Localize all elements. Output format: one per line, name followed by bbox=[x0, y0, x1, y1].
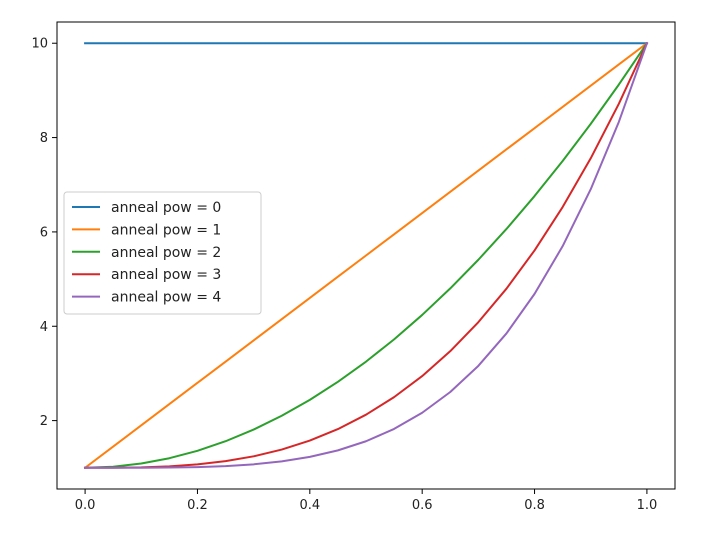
x-tick-label: 0.2 bbox=[187, 498, 208, 513]
series-line-pow-1 bbox=[83, 41, 649, 470]
x-tick-label: 0.0 bbox=[75, 498, 96, 513]
y-axis: 2 4 6 8 10 bbox=[31, 37, 57, 429]
legend-label-pow-4: anneal pow = 4 bbox=[111, 290, 221, 306]
y-tick-label: 6 bbox=[40, 225, 48, 240]
series-line-pow-4 bbox=[84, 41, 649, 469]
legend-label-pow-2: anneal pow = 2 bbox=[111, 245, 221, 261]
y-tick-label: 8 bbox=[40, 131, 48, 146]
series-line-pow-2 bbox=[84, 41, 649, 469]
x-tick-label: 0.4 bbox=[299, 498, 320, 513]
legend-label-pow-1: anneal pow = 1 bbox=[111, 222, 221, 238]
legend: anneal pow = 0 anneal pow = 1 anneal pow =… bbox=[63, 191, 262, 315]
y-tick-label: 2 bbox=[40, 414, 48, 429]
series-layer bbox=[83, 41, 649, 470]
legend-label-pow-0: anneal pow = 0 bbox=[111, 200, 221, 216]
series-line-pow-3 bbox=[84, 41, 649, 469]
x-tick-label: 0.6 bbox=[412, 498, 433, 513]
y-tick-label: 4 bbox=[40, 320, 48, 335]
x-tick-label: 0.8 bbox=[524, 498, 545, 513]
y-tick-label: 10 bbox=[31, 37, 48, 52]
legend-label-pow-3: anneal pow = 3 bbox=[111, 267, 221, 283]
x-axis: 0.0 0.2 0.4 0.6 0.8 1.0 bbox=[75, 489, 658, 513]
x-tick-label: 1.0 bbox=[637, 498, 658, 513]
legend-box bbox=[63, 191, 262, 315]
plot-area-frame bbox=[56, 21, 676, 490]
